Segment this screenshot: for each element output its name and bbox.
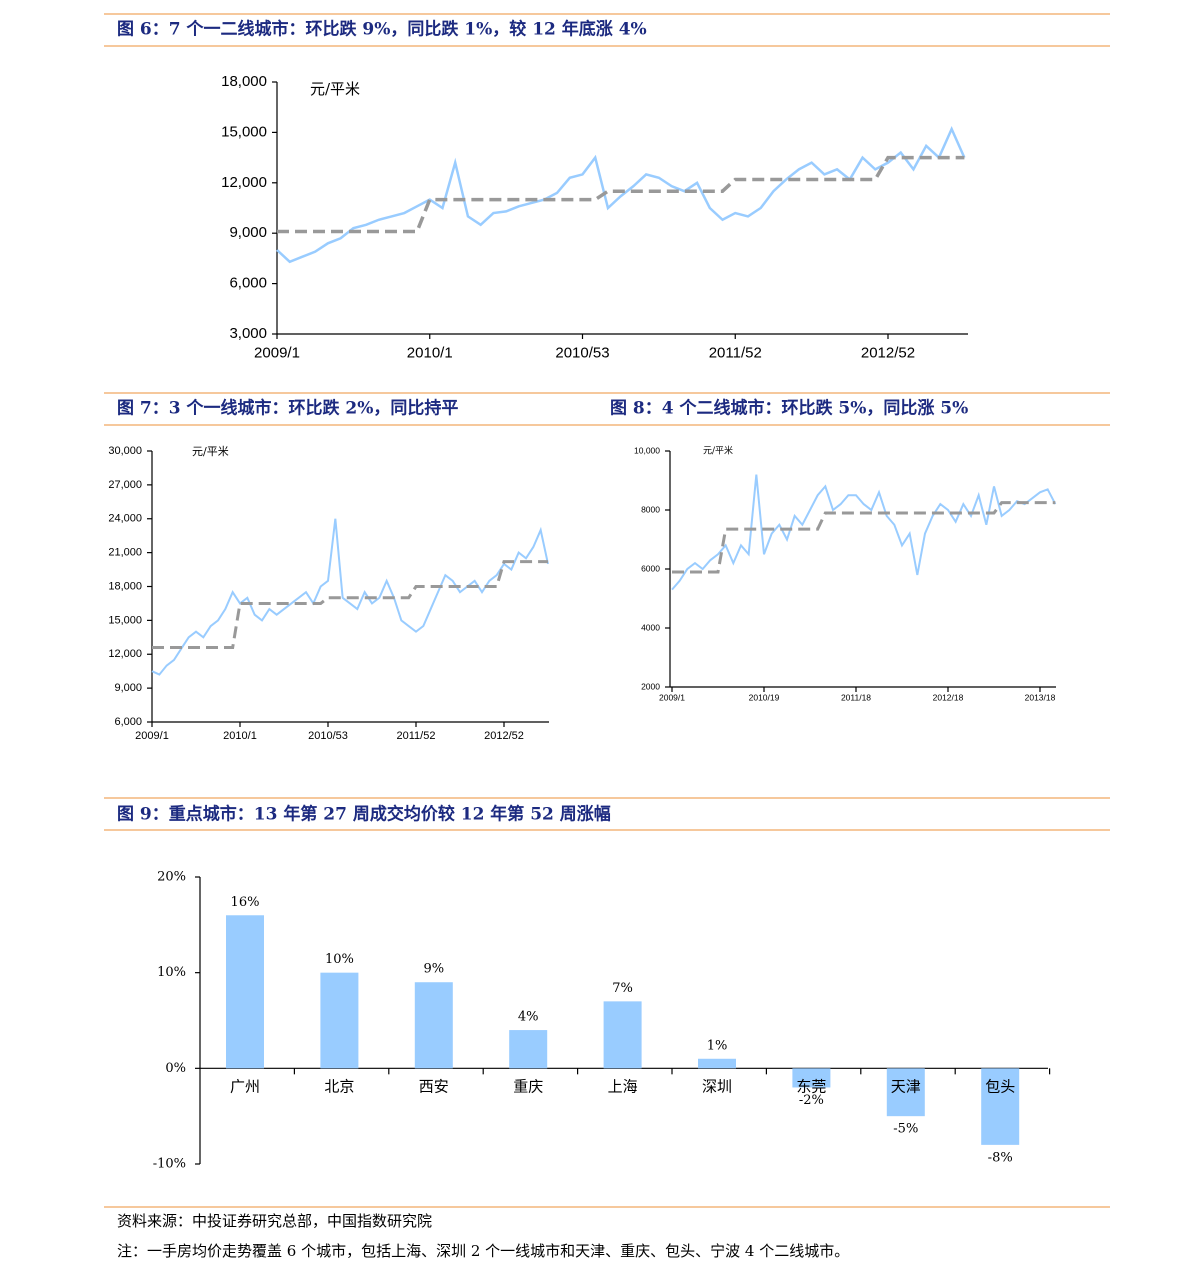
bar <box>981 1068 1020 1145</box>
figure-title: 图 6：7 个一二线城市：环比跌 9%，同比跌 1%，较 12 年底涨 4% <box>117 19 647 40</box>
bar <box>414 982 453 1069</box>
y-tick-label: 24,000 <box>108 513 142 525</box>
y-tick-label: 18,000 <box>108 580 142 592</box>
x-tick-label: 天津 <box>891 1077 921 1095</box>
note: 注：一手房均价走势覆盖 6 个城市，包括上海、深圳 2 个一线城市和天津、重庆、… <box>117 1242 849 1260</box>
y-tick-label: 30,000 <box>108 445 142 457</box>
figure-title: 图 7：3 个一线城市：环比跌 2%，同比持平 <box>117 398 458 419</box>
y-tick-label: 9,000 <box>114 682 142 694</box>
y-tick-label: 12,000 <box>221 174 267 191</box>
series-line <box>151 518 549 676</box>
y-tick-label: 4000 <box>641 622 660 632</box>
x-tick-label: 2010/1 <box>223 730 257 742</box>
value-label: 16% <box>231 895 260 910</box>
value-label: -5% <box>893 1122 918 1137</box>
bar <box>603 1001 642 1069</box>
y-tick-label: 15,000 <box>221 123 267 140</box>
value-label: 7% <box>612 981 633 996</box>
bar <box>509 1030 548 1069</box>
unit-label: 元/平米 <box>703 445 733 457</box>
y-tick-label: 12,000 <box>108 648 142 660</box>
value-label: 9% <box>423 962 444 977</box>
y-tick-label: 8000 <box>641 504 660 514</box>
y-tick-label: 18,000 <box>221 73 267 90</box>
x-tick-label: 2009/1 <box>254 344 300 361</box>
x-tick-label: 2010/53 <box>308 730 348 742</box>
x-tick-label: 2011/52 <box>709 344 762 361</box>
x-tick-label: 广州 <box>230 1077 260 1095</box>
bar <box>698 1058 736 1069</box>
unit-label: 元/平米 <box>192 445 229 458</box>
series-line <box>277 155 965 234</box>
bar <box>226 915 264 1069</box>
value-label: 1% <box>707 1038 728 1053</box>
y-tick-label: 15,000 <box>108 614 142 626</box>
x-tick-label: 2011/18 <box>841 692 871 702</box>
x-tick-label: 包头 <box>985 1077 1015 1095</box>
bar <box>792 1068 831 1088</box>
source: 资料来源：中投证券研究总部，中国指数研究院 <box>117 1212 432 1230</box>
x-tick-label: 2009/1 <box>135 730 169 742</box>
x-tick-label: 上海 <box>608 1077 638 1095</box>
unit-label: 元/平米 <box>310 80 360 98</box>
x-tick-label: 2009/1 <box>659 692 685 702</box>
bar <box>886 1068 925 1117</box>
x-tick-label: 2010/53 <box>555 344 609 361</box>
y-tick-label: -10% <box>153 1157 186 1172</box>
x-tick-label: 北京 <box>324 1077 354 1095</box>
y-tick-label: 27,000 <box>108 479 142 491</box>
y-tick-label: 6,000 <box>229 275 267 292</box>
y-tick-label: 10% <box>157 965 186 980</box>
x-tick-label: 2012/18 <box>933 692 964 702</box>
figure-title: 图 9：重点城市：13 年第 27 周成交均价较 12 年第 52 周涨幅 <box>117 804 611 825</box>
figure-title: 图 8：4 个二线城市：环比跌 5%，同比涨 5% <box>610 398 968 419</box>
x-tick-label: 东莞 <box>796 1077 826 1095</box>
value-label: 10% <box>325 952 354 967</box>
y-tick-label: 2000 <box>641 681 660 691</box>
y-tick-label: 6,000 <box>114 716 142 728</box>
value-label: -2% <box>799 1093 824 1108</box>
x-tick-label: 2010/19 <box>749 692 780 702</box>
x-tick-label: 2010/1 <box>407 344 453 361</box>
value-label: -8% <box>988 1150 1013 1165</box>
bar <box>320 972 359 1069</box>
y-tick-label: 10,000 <box>634 445 660 455</box>
x-tick-label: 2012/52 <box>484 730 524 742</box>
x-tick-label: 重庆 <box>513 1077 543 1095</box>
y-tick-label: 6000 <box>641 563 660 573</box>
series-line <box>672 501 1056 574</box>
series-line <box>671 474 1057 591</box>
x-tick-label: 2013/18 <box>1025 692 1056 702</box>
series-line <box>152 560 548 649</box>
value-label: 4% <box>518 1010 539 1025</box>
x-tick-label: 2011/52 <box>397 730 436 742</box>
y-tick-label: 9,000 <box>229 224 267 241</box>
y-tick-label: 0% <box>165 1061 186 1076</box>
x-tick-label: 西安 <box>419 1077 449 1095</box>
series-line <box>276 125 966 264</box>
y-tick-label: 21,000 <box>108 547 142 559</box>
y-tick-label: 3,000 <box>229 325 267 342</box>
x-tick-label: 2012/52 <box>861 344 915 361</box>
x-tick-label: 深圳 <box>702 1077 732 1095</box>
y-tick-label: 20% <box>157 870 186 885</box>
